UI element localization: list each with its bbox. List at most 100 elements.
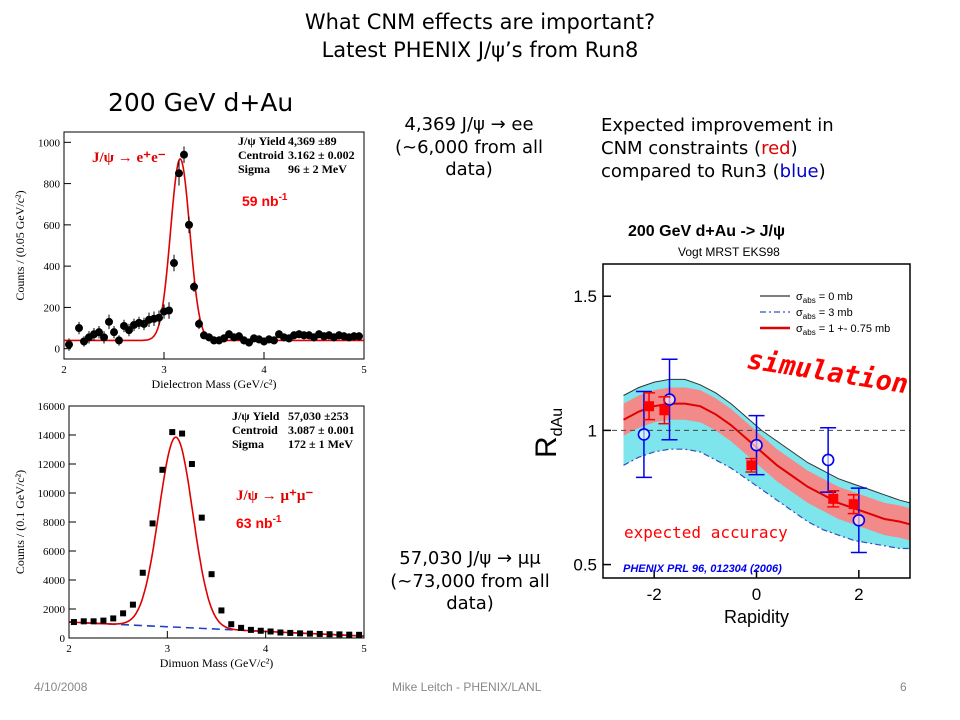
dimuon-data-point <box>100 617 107 624</box>
rdau-legend-entry: σabs = 1 +- 0.75 mb <box>796 323 890 337</box>
rdau-xtick-label: 2 <box>854 585 863 604</box>
dielectron-data-point <box>355 332 363 341</box>
improvement-line3-start: compared to Run3 ( <box>601 161 780 183</box>
dielectron-data-point <box>100 333 108 342</box>
dimuon-data-point <box>90 618 97 625</box>
dielectron-luminosity-value: 59 nb <box>242 193 279 209</box>
dielectron-fit-param-label: Sigma <box>238 162 270 176</box>
dimuon-ytick-label: 16000 <box>38 401 66 413</box>
rdau-ytick-label: 1.5 <box>573 287 597 306</box>
dimuon-ytick-label: 4000 <box>43 575 66 587</box>
rdau-xlabel: Rapidity <box>724 607 789 627</box>
rdau-legend-entry: σabs = 3 mb <box>796 307 853 321</box>
note-ee: 4,369 J/ψ → ee (~6,000 from all data) <box>368 114 570 182</box>
dimuon-data-point <box>326 631 333 638</box>
dielectron-xtick-label: 3 <box>161 364 167 376</box>
dielectron-xtick-label: 2 <box>61 364 67 376</box>
dielectron-data-point <box>180 150 188 159</box>
dimuon-data-point <box>80 618 87 625</box>
dimuon-data-point <box>356 631 363 638</box>
dimuon-data-point <box>188 461 195 467</box>
improvement-note: Expected improvement in CNM constraints … <box>601 114 951 183</box>
run3-data-point <box>821 453 835 467</box>
dielectron-fit-param-value: 4,369 ±89 <box>288 134 337 148</box>
dielectron-fit-param-value: 3.162 ± 0.002 <box>288 148 355 162</box>
dimuon-luminosity-exp: -1 <box>273 514 282 525</box>
dimuon-data-point <box>316 630 323 637</box>
rdau-rapidity-chart: 200 GeV d+Au -> J/ψ Vogt MRST EKS98 0.5 1… <box>530 223 911 627</box>
dimuon-xtick-label: 2 <box>66 643 72 655</box>
footer-date: 4/10/2008 <box>34 680 88 694</box>
dimuon-data-point <box>110 615 117 622</box>
dimuon-ytick-label: 12000 <box>38 459 66 471</box>
dimuon-data-point <box>247 626 254 633</box>
dimuon-data-point <box>218 607 225 614</box>
dimuon-data-point <box>287 629 294 636</box>
dimuon-data-point <box>70 619 77 626</box>
dimuon-ytick-label: 2000 <box>43 604 66 616</box>
slide-subtitle: 200 GeV d+Au <box>108 88 294 117</box>
dimuon-data-point <box>208 571 215 578</box>
rdau-chart-subheader: Vogt MRST EKS98 <box>678 245 780 259</box>
expected-data-point <box>848 499 859 510</box>
rdau-xtick-label: 0 <box>752 585 761 604</box>
dimuon-data-point <box>129 601 136 608</box>
dielectron-mass-chart: 0 200 400 600 800 1000 2 3 4 5 Dielectron Mass (… <box>13 131 367 390</box>
dielectron-luminosity-exp: -1 <box>279 192 288 203</box>
dielectron-fit-param-value: 96 ± 2 MeV <box>288 162 347 176</box>
dielectron-ylabel: Counts / (0.05 GeV/c²) <box>13 190 27 300</box>
dielectron-channel-label: J/ψ → e⁺e⁻ <box>92 150 166 166</box>
expected-data-point <box>659 405 670 416</box>
dimuon-data-point <box>120 610 127 617</box>
dielectron-data-point <box>185 220 193 229</box>
rdau-ylabel: RdAu <box>530 408 566 458</box>
expected-accuracy-annotation: expected accuracy <box>624 523 788 542</box>
dielectron-data-point <box>75 324 83 333</box>
dimuon-xtick-label: 3 <box>165 643 171 655</box>
improvement-red-word: red <box>761 138 791 160</box>
dimuon-data-point <box>277 629 284 636</box>
dielectron-data-point <box>65 340 73 349</box>
dimuon-ytick-label: 6000 <box>43 546 66 558</box>
dimuon-fit-param-value: 57,030 ±253 <box>288 409 349 423</box>
run3-data-point <box>750 438 763 452</box>
dielectron-ytick-label: 600 <box>44 220 61 232</box>
dimuon-luminosity-value: 63 nb <box>236 515 273 531</box>
dimuon-ytick-label: 8000 <box>43 517 66 529</box>
dimuon-data-point <box>297 630 304 637</box>
dimuon-luminosity: 63 nb-1 <box>236 514 282 531</box>
note-mumu: 57,030 J/ψ → μμ (~73,000 from all data) <box>372 548 568 616</box>
improvement-line2-end: ) <box>790 138 798 160</box>
note-mumu-line2: (~73,000 from all <box>390 570 550 592</box>
dimuon-fit-param-label: J/ψ Yield <box>232 409 280 423</box>
note-mumu-line3: data) <box>446 593 494 614</box>
dielectron-xtick-label: 4 <box>261 364 267 376</box>
rdau-ylabel-sub: dAu <box>549 408 566 436</box>
dimuon-data-point <box>228 621 235 628</box>
improvement-line3: compared to Run3 (blue) <box>601 160 951 183</box>
expected-data-point <box>746 460 757 471</box>
rdau-ytick-label: 1 <box>588 421 597 440</box>
dimuon-data-point <box>159 466 166 473</box>
dielectron-luminosity: 59 nb-1 <box>242 192 288 209</box>
dimuon-data-point <box>179 430 186 437</box>
dielectron-data-point <box>170 259 178 268</box>
rdau-ylabel-main: R <box>530 436 563 458</box>
run3-data-point <box>663 393 676 406</box>
dielectron-data-point <box>115 336 123 345</box>
dimuon-xlabel: Dimuon Mass (GeV/c²) <box>160 656 274 670</box>
dielectron-ytick-label: 1000 <box>38 137 61 149</box>
dielectron-data-point <box>110 328 118 337</box>
dielectron-data-point <box>155 313 163 322</box>
dielectron-data-point <box>195 319 203 328</box>
dimuon-ytick-label: 10000 <box>38 488 66 500</box>
slide-title-line1: What CNM effects are important? <box>304 10 656 34</box>
expected-data-point <box>644 401 655 412</box>
dimuon-mass-chart: 0 2000 4000 6000 8000 10000 12000 14000 16000 2 3… <box>13 401 367 670</box>
dielectron-data-point <box>105 317 113 326</box>
dimuon-background-line <box>68 621 365 637</box>
footer-page-number: 6 <box>900 680 907 694</box>
dimuon-ylabel: Counts / (0.1 GeV/c²) <box>13 470 27 574</box>
improvement-line2-start: CNM constraints ( <box>601 138 762 160</box>
note-mumu-line1: 57,030 J/ψ → μμ <box>399 548 541 569</box>
